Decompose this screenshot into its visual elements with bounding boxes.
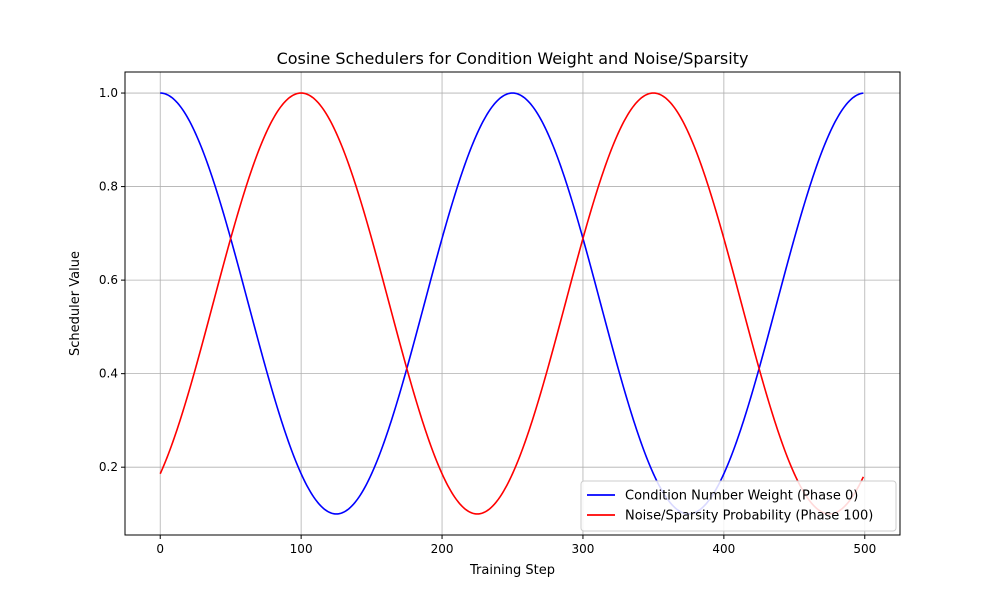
legend-label-0: Condition Number Weight (Phase 0) [625, 489, 858, 504]
chart-title: Cosine Schedulers for Condition Weight a… [277, 49, 749, 68]
x-tick-label: 500 [853, 542, 876, 556]
legend: Condition Number Weight (Phase 0) Noise/S… [580, 480, 897, 532]
plot-frame [124, 71, 901, 536]
y-axis-title: Scheduler Value [68, 251, 83, 356]
series-line-0 [160, 92, 864, 515]
series-line-1 [159, 92, 865, 515]
y-tick-label: 0.4 [99, 367, 118, 381]
legend-box [580, 480, 897, 532]
x-tick-label: 100 [290, 542, 313, 556]
x-tick-label: 400 [712, 542, 735, 556]
y-tick-label: 0.2 [99, 460, 118, 474]
y-tick-label: 0.6 [99, 273, 118, 287]
ticks: 0 100 200 300 400 500 0.2 0.4 0.6 0.8 1.0 [99, 86, 876, 556]
series-layer [159, 92, 865, 515]
x-tick-label: 200 [431, 542, 454, 556]
x-axis-title: Training Step [469, 563, 555, 578]
legend-label-1: Noise/Sparsity Probability (Phase 100) [625, 509, 873, 524]
x-tick-label: 300 [572, 542, 595, 556]
x-tick-label: 0 [156, 542, 164, 556]
y-tick-label: 1.0 [99, 86, 118, 100]
y-tick-label: 0.8 [99, 180, 118, 194]
